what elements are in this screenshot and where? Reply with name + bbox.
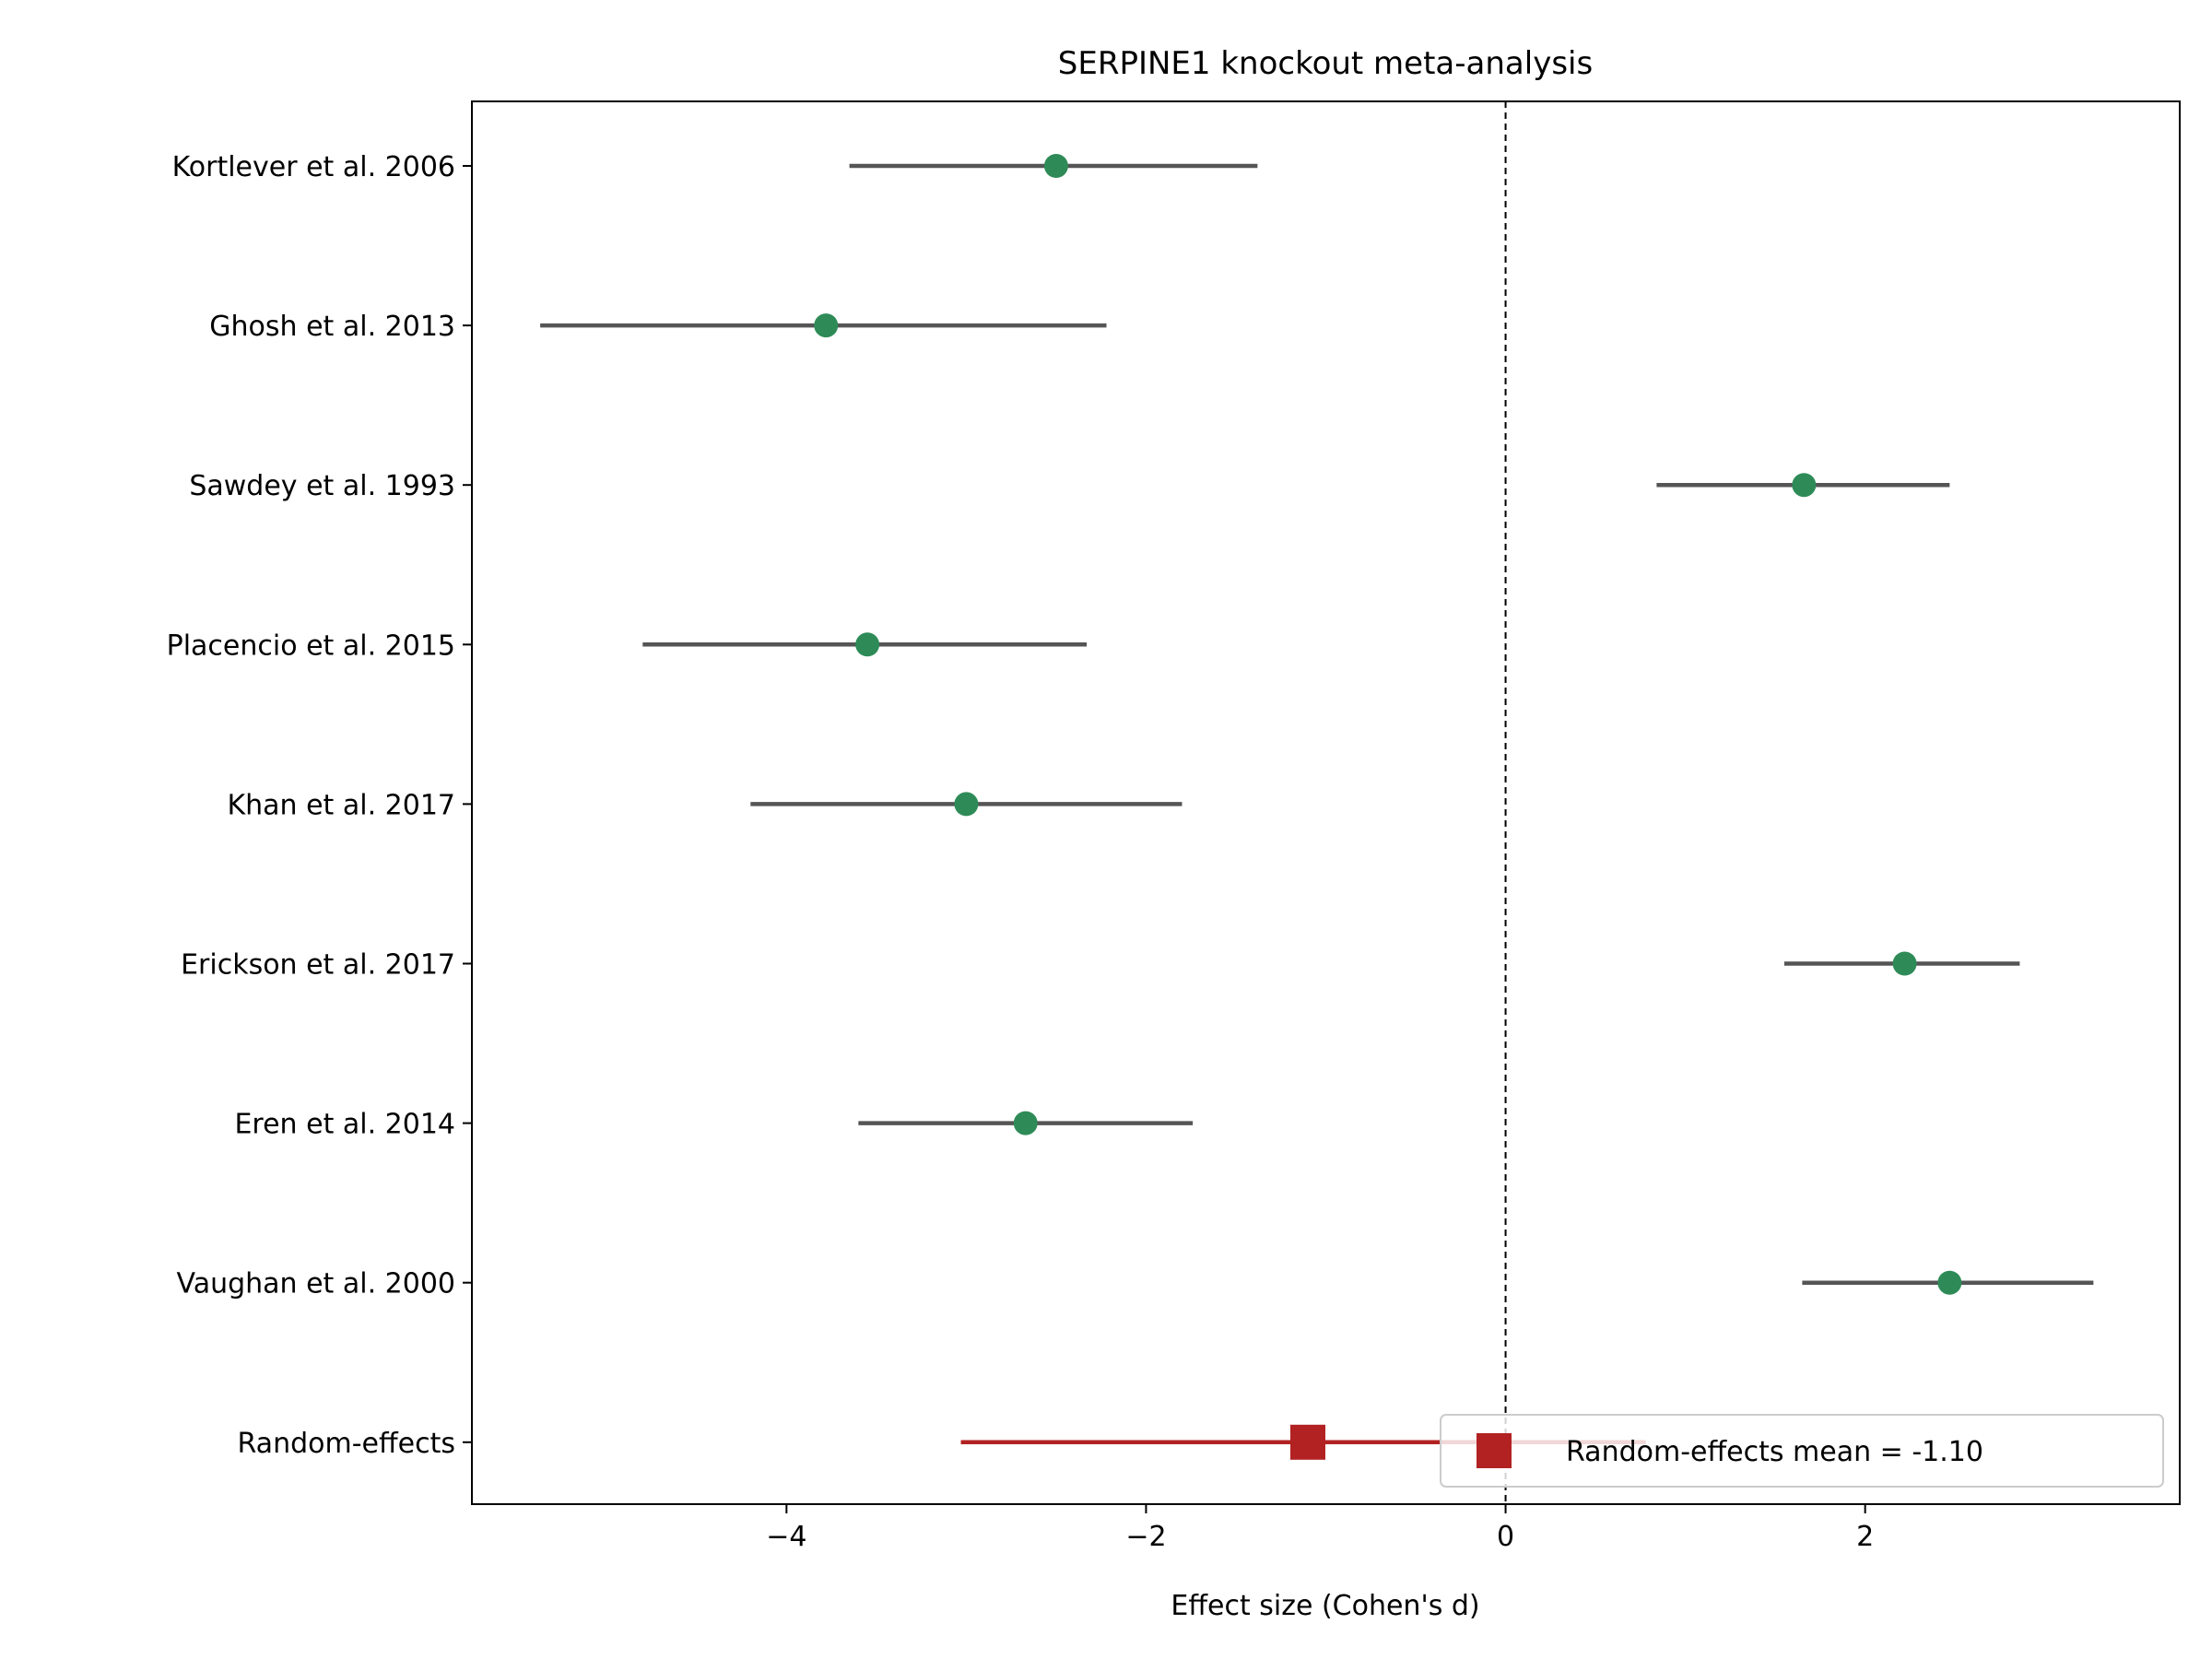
plot-area: Kortlever et al. 2006 Ghosh et al. 2013 Sa… — [167, 100, 2181, 1553]
pooled-label: Random-effects — [238, 1428, 456, 1460]
x-tick-label: −4 — [766, 1521, 806, 1553]
study-point — [855, 632, 880, 657]
study-label: Vaughan et al. 2000 — [177, 1268, 455, 1300]
study-label: Erickson et al. 2017 — [181, 949, 455, 982]
plot-frame — [471, 100, 2181, 1505]
study-label: Ghosh et al. 2013 — [209, 311, 455, 343]
study-label: Eren et al. 2014 — [234, 1109, 455, 1141]
study-point — [1013, 1111, 1038, 1135]
legend-label: Random-effects mean = -1.10 — [1566, 1436, 1983, 1468]
study-point — [1792, 473, 1817, 498]
x-axis-label: Effect size (Cohen's d) — [1171, 1590, 1479, 1622]
legend: Random-effects mean = -1.10 — [1440, 1414, 2164, 1488]
study-label: Sawdey et al. 1993 — [189, 470, 455, 502]
study-point — [1043, 154, 1068, 178]
x-tick-label: −2 — [1125, 1521, 1166, 1553]
legend-marker — [1477, 1433, 1512, 1468]
study-point — [814, 313, 839, 338]
study-label: Kortlever et al. 2006 — [172, 151, 455, 183]
study-label: Placencio et al. 2015 — [167, 629, 455, 662]
pooled-marker — [1289, 1424, 1325, 1460]
study-point — [954, 792, 979, 817]
study-label: Khan et al. 2017 — [227, 789, 455, 821]
study-point — [1937, 1270, 1962, 1295]
x-tick-label: 0 — [1497, 1521, 1514, 1553]
x-tick-label: 2 — [1856, 1521, 1874, 1553]
legend-box — [1440, 1414, 2164, 1488]
study-point — [1892, 951, 1917, 976]
chart-title: SERPINE1 knockout meta-analysis — [1058, 45, 1593, 82]
